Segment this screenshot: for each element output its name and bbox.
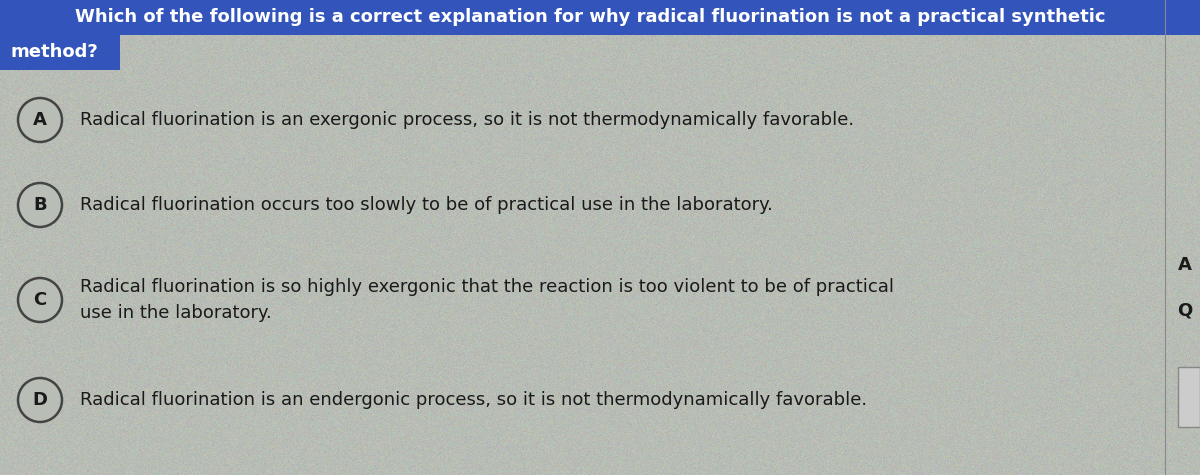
Text: D: D	[32, 391, 48, 409]
Text: Radical fluorination is an endergonic process, so it is not thermodynamically fa: Radical fluorination is an endergonic pr…	[80, 391, 868, 409]
Text: Radical fluorination is an exergonic process, so it is not thermodynamically fav: Radical fluorination is an exergonic pro…	[80, 111, 854, 129]
Text: method?: method?	[10, 43, 97, 61]
FancyBboxPatch shape	[0, 0, 1200, 35]
Text: Radical fluorination is so highly exergonic that the reaction is too violent to : Radical fluorination is so highly exergo…	[80, 278, 894, 322]
Ellipse shape	[18, 378, 62, 422]
Text: A: A	[1178, 256, 1192, 274]
FancyBboxPatch shape	[0, 35, 120, 70]
FancyBboxPatch shape	[1178, 367, 1200, 427]
Text: B: B	[34, 196, 47, 214]
Text: Radical fluorination occurs too slowly to be of practical use in the laboratory.: Radical fluorination occurs too slowly t…	[80, 196, 773, 214]
Ellipse shape	[18, 183, 62, 227]
Ellipse shape	[18, 278, 62, 322]
Text: A: A	[34, 111, 47, 129]
Text: Which of the following is a correct explanation for why radical fluorination is : Which of the following is a correct expl…	[74, 8, 1105, 26]
Ellipse shape	[18, 98, 62, 142]
Text: C: C	[34, 291, 47, 309]
Text: Q: Q	[1177, 301, 1193, 319]
